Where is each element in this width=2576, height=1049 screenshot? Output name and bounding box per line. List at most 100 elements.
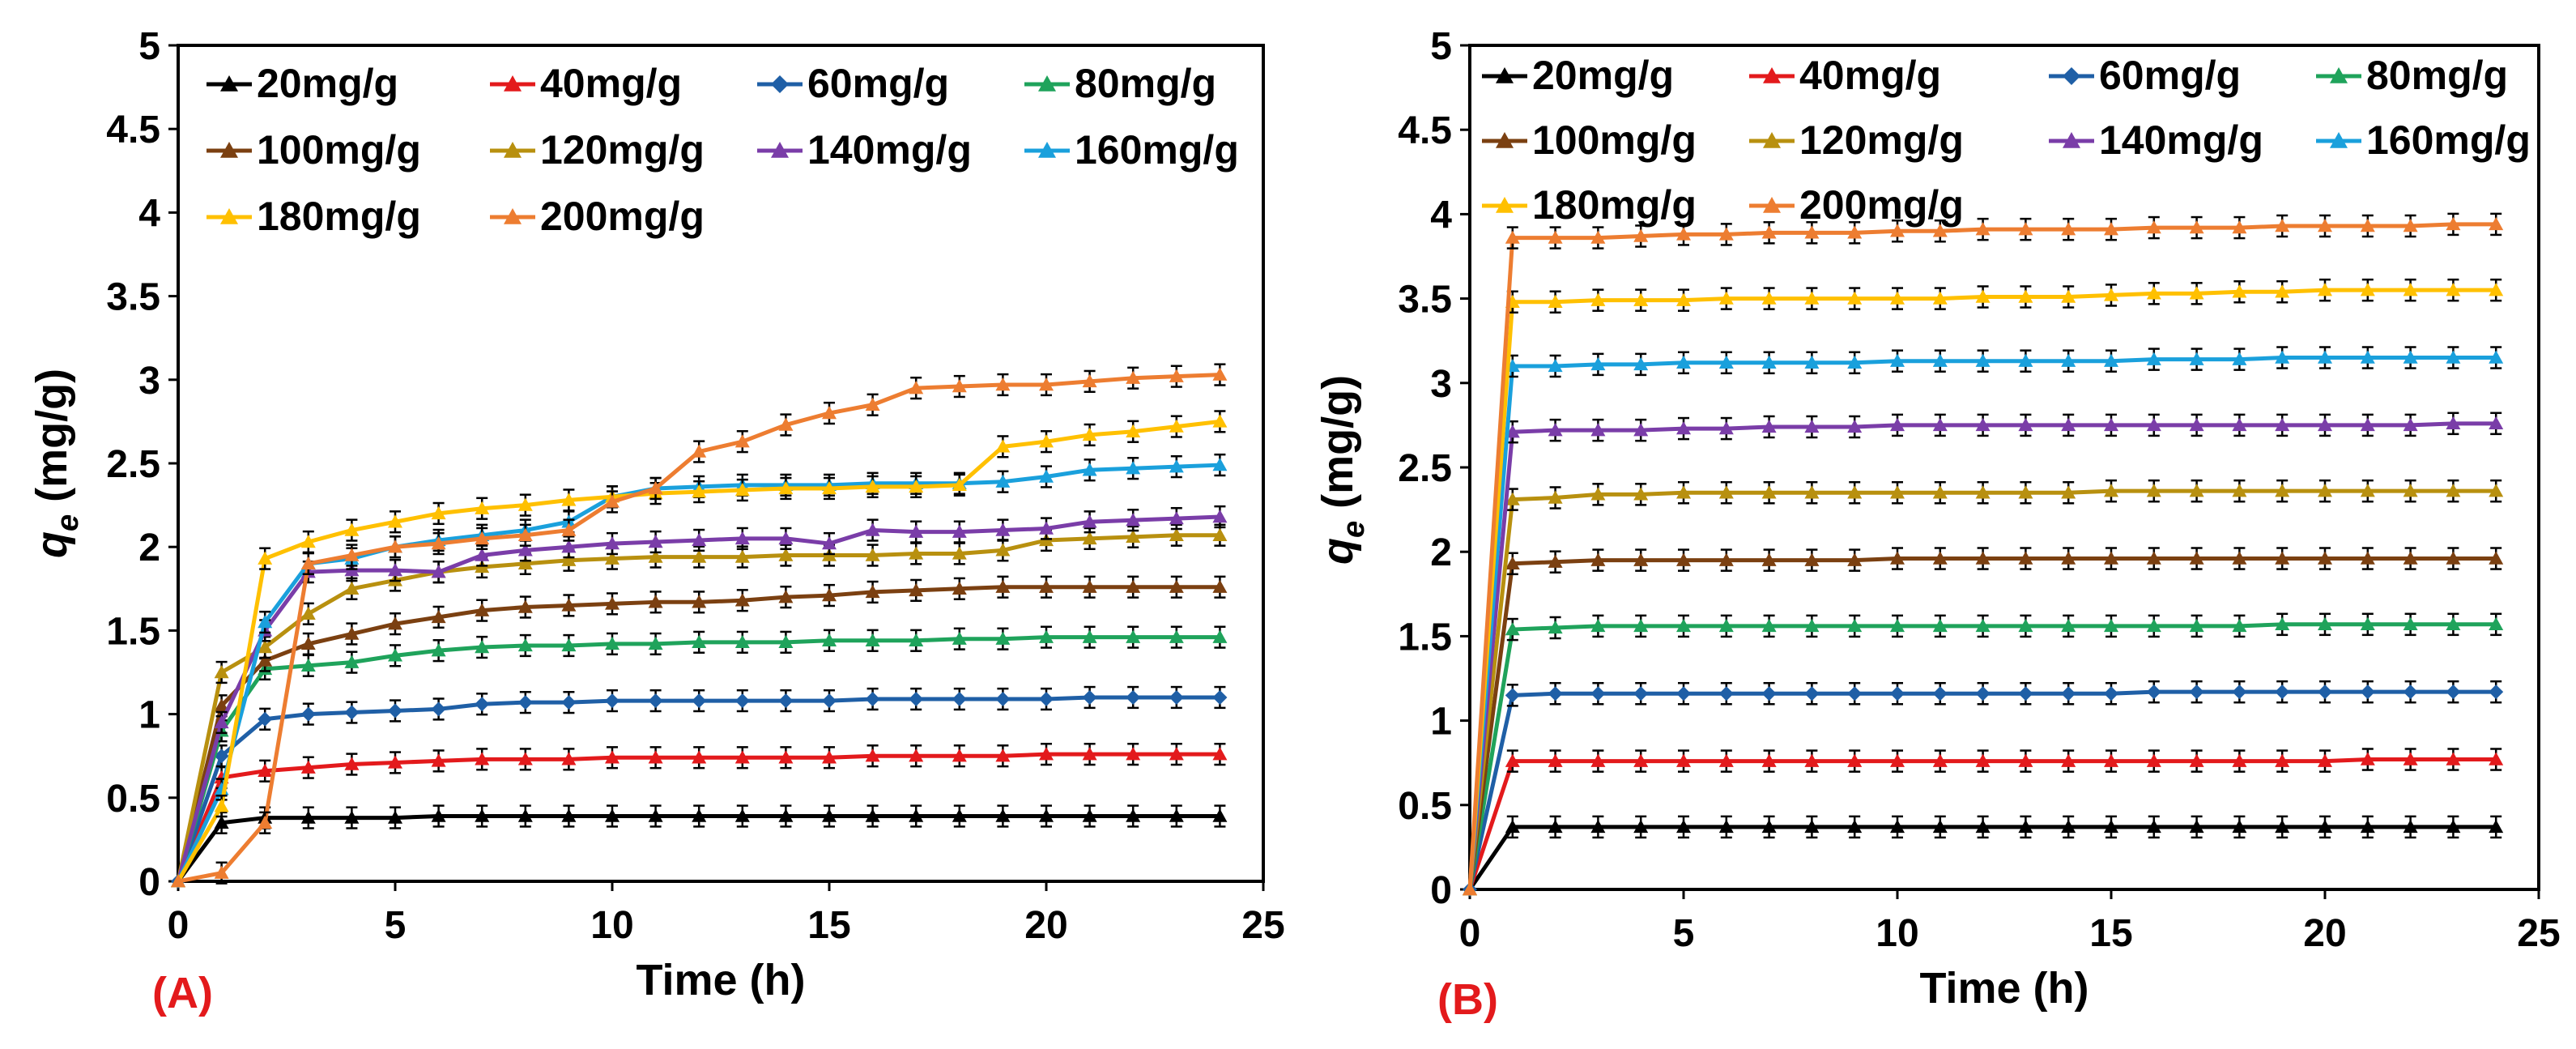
panel-a-data-point [734, 593, 750, 607]
panel-b-data-point [1847, 485, 1863, 499]
panel-a-data-point [475, 548, 490, 561]
panel-b-data-point [2061, 222, 2076, 236]
panel-a-y-tick-label: 4 [138, 192, 160, 235]
panel-a-data-point [648, 808, 663, 822]
panel-a-data-point [1126, 808, 1141, 822]
panel-a-legend-item: 100mg/g [207, 127, 421, 173]
panel-b-data-point [1505, 492, 1520, 505]
panel-a-data-point [431, 609, 446, 624]
panel-b-data-point [1890, 753, 1905, 767]
panel-a-legend-label: 60mg/g [807, 61, 949, 106]
panel-a-legend-item: 40mg/g [490, 61, 682, 106]
panel-a-data-point [258, 640, 273, 654]
panel-a-data-point [995, 579, 1011, 593]
panel-b-data-point [1676, 421, 1691, 435]
panel-a-data-point [475, 603, 490, 616]
panel-a-data-point [952, 692, 967, 707]
panel-a-data-point [475, 697, 490, 712]
panel-b-data-point [1548, 686, 1563, 701]
panel-a-y-tick-label: 0.5 [106, 778, 160, 821]
panel-a-y-axis-unit: (mg/g) [28, 369, 76, 514]
panel-b-data-point [2104, 288, 2118, 301]
panel-b-data-point [1505, 230, 1520, 244]
panel-b-data-point [1590, 292, 1606, 306]
panel-a-data-point [258, 653, 273, 667]
panel-b-data-point [1718, 227, 1734, 241]
panel-a-data-point [431, 565, 446, 578]
panel-b-data-point [2061, 353, 2076, 367]
panel-a-data-point [865, 397, 880, 411]
panel-a-y-tick-label: 2 [138, 527, 160, 569]
panel-a-data-point [171, 874, 185, 888]
panel-a-legend-label: 180mg/g [257, 194, 421, 239]
panel-a-data-point [475, 501, 490, 514]
panel-b-data-point [1847, 225, 1863, 239]
panel-b-data-point [2146, 618, 2161, 633]
panel-b-data-point [2146, 819, 2161, 834]
panel-b-data-point [2403, 484, 2418, 497]
panel-a-data-point [1126, 529, 1141, 544]
panel-a-data-point [865, 633, 880, 646]
panel-a-data-point [909, 524, 924, 538]
panel-a-data-point [1039, 377, 1054, 391]
panel-b-data-point [1633, 487, 1649, 501]
panel-a-series-100mg-per-g [171, 575, 1228, 888]
panel-b-data-point [1804, 291, 1820, 305]
panel-a-data-point [778, 750, 794, 764]
panel-b-legend-marker [1496, 197, 1514, 213]
panel-b-data-point [1761, 753, 1777, 767]
panel-a-data-point [431, 808, 446, 822]
panel-a-data-point [1212, 629, 1228, 643]
panel-a-data-point [388, 703, 402, 719]
panel-a-data-point [909, 692, 924, 707]
panel-a-data-point [734, 808, 750, 822]
panel-b-data-point [1890, 353, 1905, 367]
panel-a-data-point [1039, 747, 1054, 761]
panel-a-data-point [648, 480, 663, 495]
panel-a-data-point [778, 548, 794, 561]
panel-b-data-point [2360, 484, 2375, 497]
panel-a-data-point [605, 808, 620, 822]
panel-a-data-point [1169, 808, 1184, 822]
panel-a-data-point [1082, 808, 1097, 822]
panel-a-x-tick-label: 5 [385, 904, 407, 947]
panel-b-data-point [2104, 353, 2118, 367]
panel-b-y-tick-label: 0.5 [1398, 785, 1452, 828]
panel-b-data-point [2061, 819, 2076, 834]
panel-a-data-point [517, 808, 533, 822]
panel-b-series-160mg-per-g [1463, 346, 2504, 896]
panel-b-data-point [1761, 686, 1777, 701]
panel-b-legend-marker [1763, 67, 1781, 83]
panel-b-data-point [2275, 484, 2290, 497]
panel-b-data-point [2446, 283, 2461, 296]
panel-b-y-tick-label: 2.5 [1398, 447, 1452, 490]
panel-a-data-point [214, 665, 229, 679]
panel-a-x-tick-label: 10 [590, 904, 633, 947]
panel-b-legend-label: 20mg/g [1532, 53, 1674, 98]
panel-b-data-point [2189, 286, 2204, 300]
panel-b-data-point [1932, 686, 1948, 701]
panel-b-data-point [2275, 819, 2290, 834]
panel-a-data-point [1169, 747, 1184, 761]
panel-a-legend-item: 200mg/g [490, 194, 705, 239]
panel-b-data-point [1890, 291, 1905, 305]
panel-a-legend-item: 160mg/g [1024, 127, 1239, 173]
panel-b-data-point [1718, 819, 1734, 834]
panel-b-data-point [2489, 616, 2504, 631]
panel-a-data-point [822, 406, 837, 420]
panel-a-data-point [952, 546, 967, 560]
panel-b-data-point [2403, 283, 2418, 296]
panel-b-data-point [1590, 618, 1606, 633]
panel-b-data-point [2489, 752, 2504, 765]
panel-a-data-point [995, 808, 1011, 822]
panel-a-data-point [1212, 808, 1228, 822]
panel-a-data-point [344, 810, 360, 824]
panel-a-data-point [909, 748, 924, 762]
panel-a-data-point [561, 598, 577, 612]
panel-a-data-point [475, 640, 490, 654]
panel-a-series-line [176, 695, 1220, 882]
panel-b-data-point [1505, 819, 1520, 834]
panel-b-legend-marker [1763, 132, 1781, 148]
panel-b-data-point [2104, 753, 2118, 767]
